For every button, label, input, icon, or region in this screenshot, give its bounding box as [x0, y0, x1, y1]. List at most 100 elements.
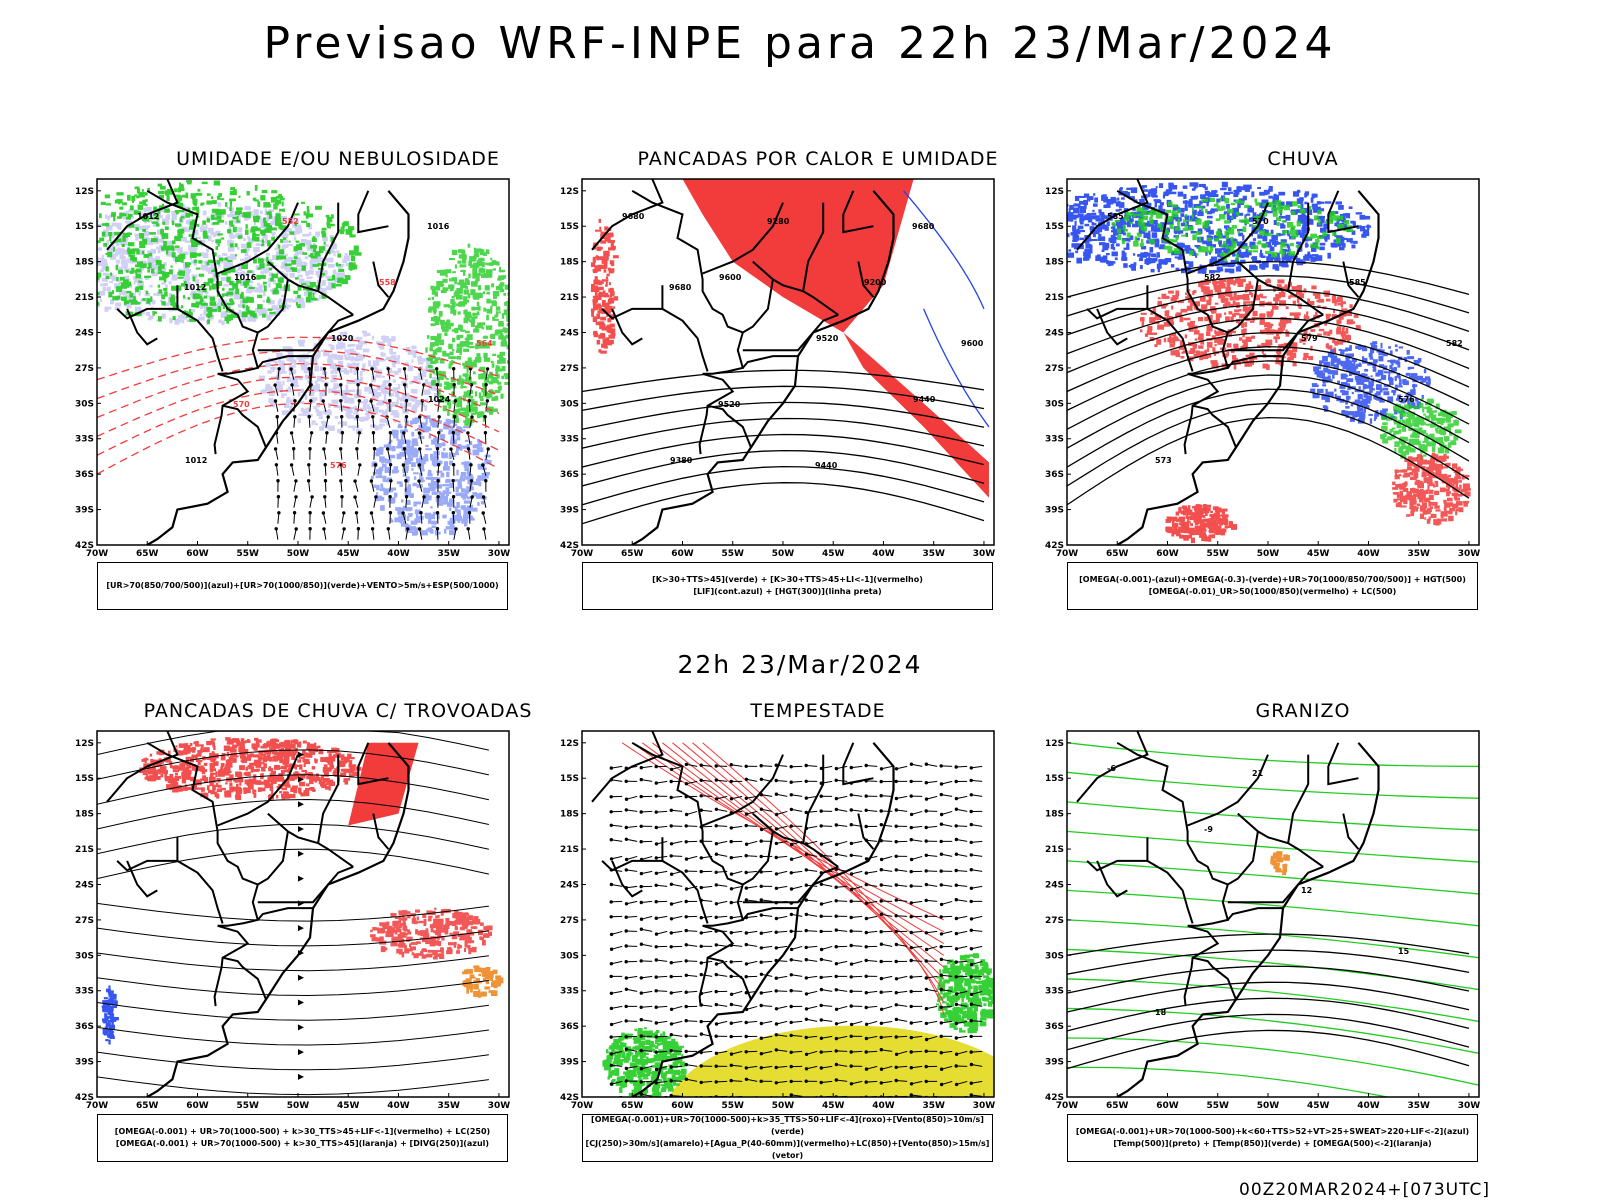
panel-tempestade: TEMPESTADE 12S 15S 18S 21S 24S 27S 30S 33S 36S 39…	[555, 700, 1055, 1190]
map-frame	[96, 178, 510, 546]
wind850-green-west	[602, 1027, 687, 1097]
longitude-tick-label: 40W	[1357, 1101, 1380, 1111]
contour-label: 1016	[427, 222, 450, 231]
convection-red-area	[682, 179, 914, 333]
latitude-tick-label: 15S	[560, 222, 579, 232]
latitude-tick-label: 18S	[75, 258, 94, 268]
longitude-tick-label: 50W	[772, 1101, 795, 1111]
contour-label: 1012	[137, 212, 159, 221]
latitude-tick-label: 15S	[1045, 774, 1064, 784]
latitude-tick-label: 27S	[75, 364, 94, 374]
longitude-tick-label: 65W	[621, 1101, 644, 1111]
longitude-tick-label: 30W	[1458, 549, 1481, 559]
longitude-tick-label: 60W	[671, 549, 694, 559]
contour-label: 9440	[913, 395, 936, 404]
latitude-tick-label: 27S	[1045, 916, 1064, 926]
longitude-axis: 70W 65W 60W 55W 50W 45W 40W 35W 30W	[1056, 541, 1480, 559]
longitude-tick-label: 30W	[973, 1101, 996, 1111]
run-timestamp: 00Z20MAR2024+[073UTC]	[1239, 1180, 1490, 1200]
storm-red-core	[348, 742, 419, 826]
omega-orange-patch	[1270, 851, 1290, 876]
latitude-axis: 12S 15S 18S 21S 24S 27S 30S 33S 36S 39S 42S	[560, 739, 586, 1103]
longitude-tick-label: 45W	[337, 1101, 360, 1111]
latitude-tick-label: 24S	[1045, 328, 1064, 338]
contour-labels: 1012 1016 1020 1024 1012 552 558 564 570 576 1016 1…	[137, 212, 493, 470]
east-coastline	[146, 190, 410, 545]
latitude-tick-label: 39S	[75, 1058, 94, 1068]
latitude-tick-label: 12S	[75, 187, 94, 197]
latitude-tick-label: 21S	[560, 293, 579, 303]
map-content: 585 582 579 576 573 570 585 582	[1067, 179, 1471, 545]
thunder-orange-patch	[462, 965, 504, 998]
streamline-arrow	[297, 850, 304, 857]
longitude-tick-label: 65W	[136, 549, 159, 559]
latitude-tick-label: 30S	[75, 399, 94, 409]
latitude-tick-label: 15S	[560, 774, 579, 784]
panel-granizo: GRANIZO -6 -9 12 15 18 21 12S 15S 18S 21S 24S 27S 30…	[1040, 700, 1540, 1190]
streamlines	[97, 731, 490, 1096]
longitude-tick-label: 35W	[437, 549, 460, 559]
legend-line: [LIF](cont.azul) + [HGT(300)](linha pret…	[693, 587, 882, 596]
contour-label: -6	[1107, 764, 1116, 773]
latitude-tick-label: 33S	[1045, 987, 1064, 997]
panel-umidade: UMIDADE E/OU NEBULOSIDADE 1012 1016 1020 10…	[70, 148, 570, 638]
latitude-tick-label: 36S	[75, 470, 94, 480]
latitude-tick-label: 30S	[1045, 951, 1064, 961]
latitude-tick-label: 42S	[1045, 541, 1064, 551]
longitude-axis: 70W 65W 60W 55W 50W 45W 40W 35W 30W	[571, 1093, 995, 1111]
latitude-tick-label: 33S	[560, 435, 579, 445]
longitude-tick-label: 30W	[488, 1101, 511, 1111]
storm-red-area	[139, 737, 362, 800]
contour-labels: 9680 9600 9520 9440 9380 9280 9200 9600 9520 9440…	[622, 212, 984, 470]
streamline-arrow	[297, 776, 304, 783]
longitude-tick-label: 30W	[973, 549, 996, 559]
legend-line: [OMEGA(-0.001)+UR>70(1000-500)+k>35_TTS>…	[591, 1115, 984, 1136]
contour-label: 9600	[719, 273, 742, 282]
legend-line: [CJ(250)>30m/s](amarelo)+[Agua_P(40-60mm…	[585, 1139, 990, 1160]
latitude-tick-label: 18S	[75, 810, 94, 820]
longitude-tick-label: 70W	[86, 549, 109, 559]
latitude-tick-label: 36S	[560, 1022, 579, 1032]
omega-blue-band	[1310, 341, 1431, 424]
contour-label: 1020	[331, 334, 354, 343]
longitude-axis: 70W 65W 60W 55W 50W 45W 40W 35W 30W	[1056, 1093, 1480, 1111]
map-content	[97, 731, 504, 1097]
latitude-tick-label: 21S	[75, 845, 94, 855]
east-coastline	[1116, 742, 1380, 1097]
panel-legend: [UR>70(850/700/500)](azul)+[UR>70(1000/8…	[97, 562, 508, 610]
map-granizo: -6 -9 12 15 18 21 12S 15S 18S 21S 24S 27S 30S 33S 36S 3…	[1045, 730, 1480, 1111]
streamline-arrow	[297, 875, 304, 882]
humidity-upper-shading	[97, 202, 351, 326]
contour-label: 9520	[816, 334, 839, 343]
latitude-tick-label: 33S	[1045, 435, 1064, 445]
streamline-arrow	[297, 801, 304, 808]
longitude-axis: 70W 65W 60W 55W 50W 45W 40W 35W 30W	[86, 1093, 510, 1111]
contour-label: 9680	[669, 283, 692, 292]
latitude-tick-label: 12S	[1045, 739, 1064, 749]
map-content: -6 -9 12 15 18 21	[1067, 731, 1479, 1097]
political-borders	[106, 179, 390, 455]
map-frame	[581, 730, 995, 1098]
rain-red-south	[1165, 504, 1238, 544]
contour-label: 9380	[670, 456, 693, 465]
contour-lines	[582, 369, 985, 525]
latitude-tick-label: 21S	[1045, 293, 1064, 303]
panel-chuva: CHUVA 585 582 579 576 573 570 585 582 12S 15S 18S 2…	[1040, 148, 1540, 638]
panel-pancadas-calor: PANCADAS POR CALOR E UMIDADE 9680 9600 952…	[555, 148, 1055, 638]
latitude-tick-label: 21S	[1045, 845, 1064, 855]
political-borders	[591, 179, 875, 455]
latitude-tick-label: 42S	[560, 1093, 579, 1103]
latitude-axis: 12S 15S 18S 21S 24S 27S 30S 33S 36S 39S 42S	[1045, 187, 1071, 551]
legend-line: [Temp(500)](preto) + [Temp(850)](verde) …	[1113, 1139, 1432, 1148]
streamline-arrow	[297, 1024, 304, 1031]
green-contours-east	[425, 243, 509, 426]
panel-title: CHUVA	[1267, 148, 1339, 170]
legend-line: [OMEGA(-0.001)+UR>70(1000-500)+k<60+TTS>…	[1075, 1127, 1470, 1136]
latitude-axis: 12S 15S 18S 21S 24S 27S 30S 33S 36S 39S 42S	[1045, 739, 1071, 1103]
contour-label: 9280	[767, 217, 790, 226]
streamline-arrow	[297, 751, 304, 758]
legend-line: [OMEGA(-0.001) + UR>70(1000-500) + k>30_…	[114, 1127, 491, 1136]
contour-label: 585	[1107, 212, 1124, 221]
latitude-tick-label: 36S	[1045, 1022, 1064, 1032]
legend-line: [K>30+TTS>45](verde) + [K>30+TTS>45+LI<-…	[652, 575, 923, 584]
